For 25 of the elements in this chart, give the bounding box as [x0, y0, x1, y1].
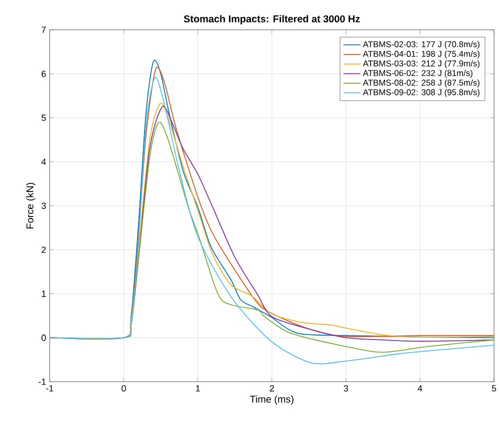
x-tick-label: 3 — [344, 385, 348, 392]
legend-label: ATBMS-04-01: 198 J (75.4m/s) — [362, 50, 480, 58]
legend-label: ATBMS-06-02: 232 J (81m/s) — [362, 70, 472, 78]
legend-label: ATBMS-03-03: 212 J (77.9m/s) — [362, 60, 480, 68]
chart-title: Stomach Impacts: Filtered at 3000 Hz — [184, 14, 360, 24]
y-tick-label: 6 — [42, 70, 46, 77]
y-tick-label: -1 — [38, 378, 46, 385]
y-tick-label: 2 — [42, 246, 46, 253]
x-tick-label: -1 — [46, 385, 54, 392]
legend-label: ATBMS-02-03: 177 J (70.8m/s) — [362, 40, 480, 49]
x-tick-label: 1 — [196, 385, 200, 392]
x-axis-title: Time (ms) — [250, 395, 294, 404]
x-tick-label: 5 — [492, 385, 496, 392]
legend-label: ATBMS-08-02: 258 J (87.5m/s) — [362, 79, 480, 88]
x-tick-label: 2 — [270, 385, 274, 392]
x-tick-label: 0 — [122, 385, 126, 392]
y-tick-label: 1 — [42, 290, 46, 297]
legend-label: ATBMS-09-02: 308 J (95.8m/s) — [362, 88, 480, 97]
y-axis-title: Force (kN) — [26, 182, 36, 228]
x-tick-label: 4 — [418, 385, 422, 392]
y-tick-label: 7 — [42, 26, 46, 33]
y-tick-label: 0 — [42, 334, 46, 341]
y-tick-label: 5 — [42, 114, 46, 121]
y-tick-label: 4 — [41, 158, 46, 165]
y-tick-label: 3 — [42, 202, 46, 209]
